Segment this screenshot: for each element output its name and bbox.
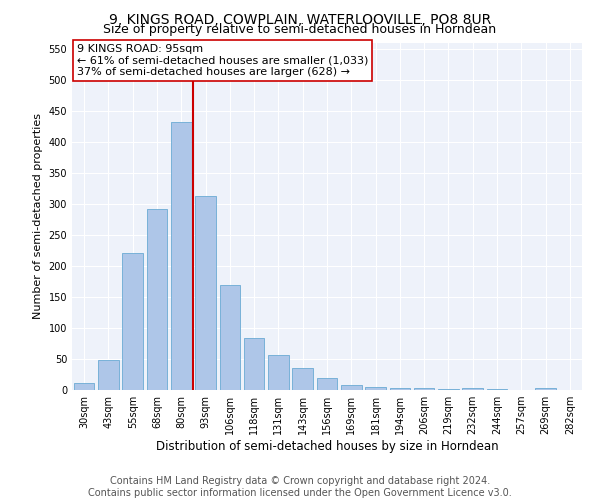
Bar — [535, 388, 556, 390]
Bar — [463, 388, 483, 390]
Bar — [146, 209, 167, 390]
Bar — [414, 388, 434, 390]
Bar — [220, 284, 240, 390]
Text: 9, KINGS ROAD, COWPLAIN, WATERLOOVILLE, PO8 8UR: 9, KINGS ROAD, COWPLAIN, WATERLOOVILLE, … — [109, 12, 491, 26]
Bar — [389, 388, 410, 390]
Text: Size of property relative to semi-detached houses in Horndean: Size of property relative to semi-detach… — [103, 22, 497, 36]
Bar — [122, 254, 143, 390]
Bar — [268, 354, 289, 390]
X-axis label: Distribution of semi-detached houses by size in Horndean: Distribution of semi-detached houses by … — [155, 440, 499, 453]
Bar — [74, 382, 94, 390]
Bar — [171, 122, 191, 390]
Bar — [244, 338, 265, 390]
Bar — [292, 368, 313, 390]
Text: 9 KINGS ROAD: 95sqm
← 61% of semi-detached houses are smaller (1,033)
37% of sem: 9 KINGS ROAD: 95sqm ← 61% of semi-detach… — [77, 44, 368, 78]
Bar — [365, 387, 386, 390]
Text: Contains HM Land Registry data © Crown copyright and database right 2024.
Contai: Contains HM Land Registry data © Crown c… — [88, 476, 512, 498]
Bar — [195, 196, 216, 390]
Bar — [341, 385, 362, 390]
Y-axis label: Number of semi-detached properties: Number of semi-detached properties — [33, 114, 43, 320]
Bar — [98, 360, 119, 390]
Bar — [317, 378, 337, 390]
